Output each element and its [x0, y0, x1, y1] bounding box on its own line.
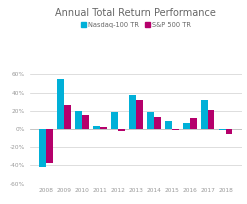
Bar: [129, 95, 136, 129]
Bar: [118, 129, 125, 131]
Bar: [100, 127, 107, 129]
Bar: [57, 79, 64, 129]
Bar: [46, 129, 53, 163]
Bar: [201, 100, 208, 129]
Bar: [82, 115, 89, 129]
Bar: [136, 100, 143, 129]
Bar: [39, 129, 46, 167]
Bar: [93, 126, 100, 129]
Bar: [154, 117, 161, 129]
Legend: Nasdaq-100 TR, S&P 500 TR: Nasdaq-100 TR, S&P 500 TR: [78, 19, 193, 30]
Bar: [147, 112, 154, 129]
Bar: [111, 112, 118, 129]
Bar: [183, 123, 190, 129]
Bar: [219, 129, 226, 130]
Text: Annual Total Return Performance: Annual Total Return Performance: [55, 8, 216, 18]
Bar: [165, 121, 172, 129]
Bar: [172, 129, 179, 130]
Bar: [208, 110, 214, 129]
Bar: [75, 111, 82, 129]
Bar: [64, 105, 71, 129]
Bar: [226, 129, 232, 134]
Bar: [190, 118, 197, 129]
